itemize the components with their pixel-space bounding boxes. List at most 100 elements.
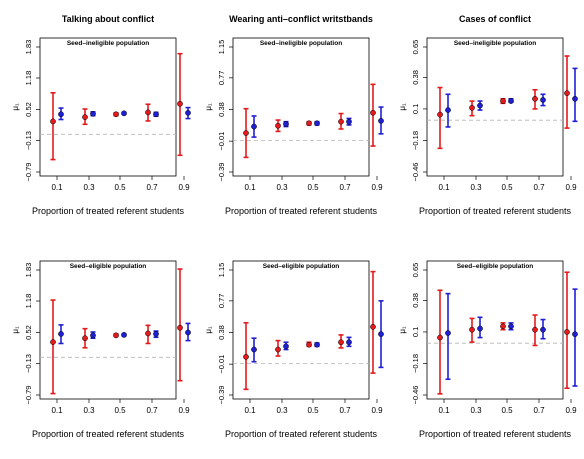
chart-panel: Cases of conflict Seed–ineligible populat… <box>398 14 578 216</box>
y-tick-label: 1.83 <box>24 263 33 278</box>
estimate-point <box>314 341 320 348</box>
x-tick-label: 0.1 <box>244 183 256 192</box>
y-axis-label: μ₁ <box>204 103 213 111</box>
estimate-point <box>153 111 159 118</box>
y-tick-label: −0.46 <box>411 163 420 182</box>
estimate-point <box>283 121 289 127</box>
x-tick-label: 0.7 <box>533 183 545 192</box>
chart-panel: Wearing anti–conflict writstbands Seed–in… <box>204 14 384 216</box>
estimate-point <box>243 130 249 136</box>
x-tick-label: 0.7 <box>339 406 351 415</box>
estimate-point <box>572 331 578 338</box>
panel-title: Talking about conflict <box>62 14 154 24</box>
panel-subtitle: Seed–eligible population <box>457 263 534 270</box>
y-tick-label: −0.01 <box>217 355 226 374</box>
x-axis-label: Proportion of treated referent students <box>225 206 378 216</box>
estimate-point <box>564 90 570 97</box>
y-tick-label: 0.38 <box>217 102 226 117</box>
x-tick-label: 0.5 <box>114 406 126 415</box>
estimate-point <box>500 323 506 330</box>
x-tick-label: 0.3 <box>83 406 95 415</box>
estimate-point <box>564 329 570 335</box>
panel-title: Wearing anti–conflict writstbands <box>229 14 373 24</box>
y-tick-label: −0.18 <box>411 354 420 373</box>
y-axis-label: μ₁ <box>11 103 20 111</box>
estimate-point <box>82 335 88 342</box>
x-tick-label: 0.7 <box>146 406 158 415</box>
x-tick-label: 0.5 <box>501 183 513 192</box>
x-axis-label: Proportion of treated referent students <box>32 429 185 439</box>
estimate-point <box>185 329 191 336</box>
y-tick-label: 0.77 <box>217 294 226 309</box>
panel-subtitle: Seed–ineligible population <box>67 40 149 47</box>
plot-frame <box>426 37 564 177</box>
panel-subtitle: Seed–eligible population <box>70 263 147 270</box>
x-tick-label: 0.5 <box>501 406 513 415</box>
estimate-point <box>50 118 56 125</box>
estimate-point <box>145 109 151 116</box>
estimate-point <box>90 332 96 339</box>
estimate-point <box>477 102 483 109</box>
y-axis-label: μ₁ <box>398 326 407 334</box>
y-tick-label: −0.13 <box>24 354 33 373</box>
estimate-point <box>121 110 127 117</box>
estimate-point <box>378 118 384 124</box>
estimate-point <box>121 332 127 338</box>
plot-frame <box>426 260 564 400</box>
estimate-point <box>445 330 451 336</box>
estimate-point <box>508 323 514 330</box>
estimate-point <box>370 323 376 330</box>
x-tick-label: 0.1 <box>244 406 256 415</box>
plot-frame <box>39 37 177 177</box>
x-tick-label: 0.9 <box>178 406 190 415</box>
panel-subtitle: Seed–ineligible population <box>260 40 342 47</box>
y-tick-label: 0.65 <box>411 40 420 55</box>
estimate-point <box>177 100 183 107</box>
estimate-point <box>82 114 88 120</box>
panel-title: Cases of conflict <box>459 14 531 24</box>
x-tick-label: 0.3 <box>470 183 482 192</box>
estimate-point <box>145 330 151 337</box>
x-tick-label: 0.3 <box>470 406 482 415</box>
y-tick-label: −0.01 <box>217 132 226 151</box>
x-tick-label: 0.5 <box>307 183 319 192</box>
x-tick-label: 0.9 <box>371 406 383 415</box>
x-axis-label: Proportion of treated referent students <box>419 429 572 439</box>
y-tick-label: 1.15 <box>217 40 226 55</box>
x-tick-label: 0.3 <box>83 183 95 192</box>
x-tick-label: 0.7 <box>339 183 351 192</box>
estimate-point <box>283 343 289 350</box>
x-axis-label: Proportion of treated referent students <box>419 206 572 216</box>
y-tick-label: 0.52 <box>24 325 33 340</box>
x-tick-label: 0.1 <box>51 183 63 192</box>
estimate-point <box>500 98 506 104</box>
y-tick-label: 0.77 <box>217 71 226 86</box>
x-tick-label: 0.7 <box>533 406 545 415</box>
x-tick-label: 0.3 <box>276 406 288 415</box>
estimate-point <box>58 331 64 337</box>
panel-subtitle: Seed–ineligible population <box>454 40 536 47</box>
estimate-point <box>58 111 64 118</box>
estimate-point <box>113 332 119 339</box>
x-tick-label: 0.1 <box>438 406 450 415</box>
estimate-point <box>338 118 344 125</box>
estimate-point <box>275 346 281 353</box>
estimate-point <box>540 97 546 103</box>
estimate-point <box>177 324 183 331</box>
x-tick-label: 0.5 <box>307 406 319 415</box>
estimate-point <box>540 326 546 333</box>
x-tick-label: 0.9 <box>178 183 190 192</box>
estimate-point <box>50 339 56 345</box>
y-tick-label: 1.83 <box>24 40 33 55</box>
estimate-point <box>370 109 376 116</box>
estimate-point <box>251 346 257 353</box>
estimate-point <box>469 326 475 333</box>
y-axis-label: μ₁ <box>204 326 213 334</box>
estimate-point <box>437 111 443 118</box>
plot-frame <box>232 260 370 400</box>
y-tick-label: −0.13 <box>24 131 33 150</box>
x-axis-label: Proportion of treated referent students <box>32 206 185 216</box>
estimate-point <box>508 98 514 104</box>
y-axis-label: μ₁ <box>398 103 407 111</box>
